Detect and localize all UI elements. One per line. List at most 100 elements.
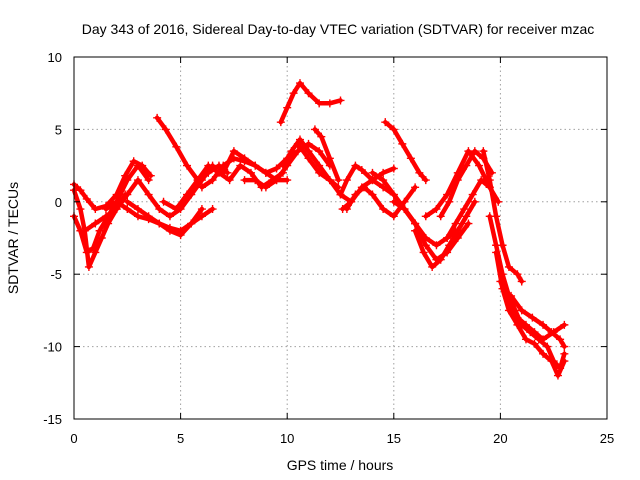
data-point <box>539 320 548 329</box>
data-point <box>411 226 420 235</box>
data-point <box>193 176 202 185</box>
x-tick-label: 15 <box>387 431 401 446</box>
data-point <box>289 89 298 98</box>
data-point <box>293 139 302 148</box>
data-point <box>317 132 326 141</box>
data-point <box>492 248 501 257</box>
series-arc-27 <box>485 212 569 373</box>
data-point <box>315 99 324 108</box>
data-point <box>338 205 347 214</box>
data-point <box>155 219 164 228</box>
data-point <box>368 176 377 185</box>
data-point <box>240 176 249 185</box>
data-point <box>133 212 142 221</box>
data-point <box>112 205 121 214</box>
data-point <box>389 197 398 206</box>
data-point <box>304 89 313 98</box>
data-point <box>176 226 185 235</box>
data-point <box>123 205 132 214</box>
data-point <box>419 248 428 257</box>
series-line <box>391 199 471 262</box>
data-point <box>513 270 522 279</box>
data-point <box>283 176 292 185</box>
data-point <box>91 205 100 214</box>
data-point <box>295 135 304 144</box>
data-point <box>547 357 556 366</box>
data-point <box>553 371 562 380</box>
data-point <box>133 205 142 214</box>
data-point <box>543 342 552 351</box>
data-point <box>91 248 100 257</box>
data-point <box>379 176 388 185</box>
data-point <box>477 176 486 185</box>
data-point <box>517 277 526 286</box>
data-point <box>295 79 304 88</box>
data-point <box>165 212 174 221</box>
y-tick-label: -5 <box>50 267 62 282</box>
data-point <box>411 183 420 192</box>
data-point <box>464 219 473 228</box>
data-point <box>379 168 388 177</box>
x-tick-label: 25 <box>600 431 614 446</box>
data-point <box>208 205 217 214</box>
data-point <box>530 328 539 337</box>
data-point <box>336 190 345 199</box>
data-point <box>283 103 292 112</box>
data-point <box>336 96 345 105</box>
data-point <box>144 190 153 199</box>
data-point <box>153 113 162 122</box>
data-point <box>421 212 430 221</box>
data-point <box>462 212 471 221</box>
series-arc-6 <box>123 197 217 235</box>
data-point <box>411 219 420 228</box>
data-point <box>272 164 281 173</box>
data-point <box>287 147 296 156</box>
data-point <box>91 219 100 228</box>
data-point <box>432 241 441 250</box>
data-point <box>197 183 206 192</box>
data-point <box>123 190 132 199</box>
data-point <box>204 161 213 170</box>
data-point <box>513 313 522 322</box>
data-point <box>229 147 238 156</box>
data-point <box>161 125 170 134</box>
data-point <box>261 183 270 192</box>
plot-frame <box>73 56 608 420</box>
series-line <box>383 119 429 183</box>
data-point <box>507 291 516 300</box>
data-point <box>112 197 121 206</box>
data-point <box>492 241 501 250</box>
data-series <box>70 79 569 380</box>
data-point <box>357 183 366 192</box>
data-point <box>182 161 191 170</box>
data-point <box>278 161 287 170</box>
data-point <box>389 164 398 173</box>
data-point <box>517 306 526 315</box>
data-point <box>276 118 285 127</box>
series-line <box>312 127 341 183</box>
data-point <box>310 125 319 134</box>
x-tick-label: 20 <box>493 431 507 446</box>
data-point <box>351 161 360 170</box>
data-point <box>325 176 334 185</box>
data-point <box>236 161 245 170</box>
data-point <box>453 226 462 235</box>
y-tick-label: 10 <box>48 50 62 65</box>
data-point <box>475 161 484 170</box>
data-point <box>485 176 494 185</box>
data-point <box>368 168 377 177</box>
data-point <box>133 176 142 185</box>
data-point <box>104 219 113 228</box>
x-axis-label: GPS time / hours <box>287 457 394 473</box>
data-point <box>398 139 407 148</box>
data-point <box>182 190 191 199</box>
data-point <box>159 197 168 206</box>
series-arc-21 <box>389 197 473 264</box>
data-point <box>84 262 93 271</box>
data-point <box>133 161 142 170</box>
data-point <box>528 313 537 322</box>
data-point <box>123 176 132 185</box>
data-point <box>547 328 556 337</box>
data-point <box>539 335 548 344</box>
